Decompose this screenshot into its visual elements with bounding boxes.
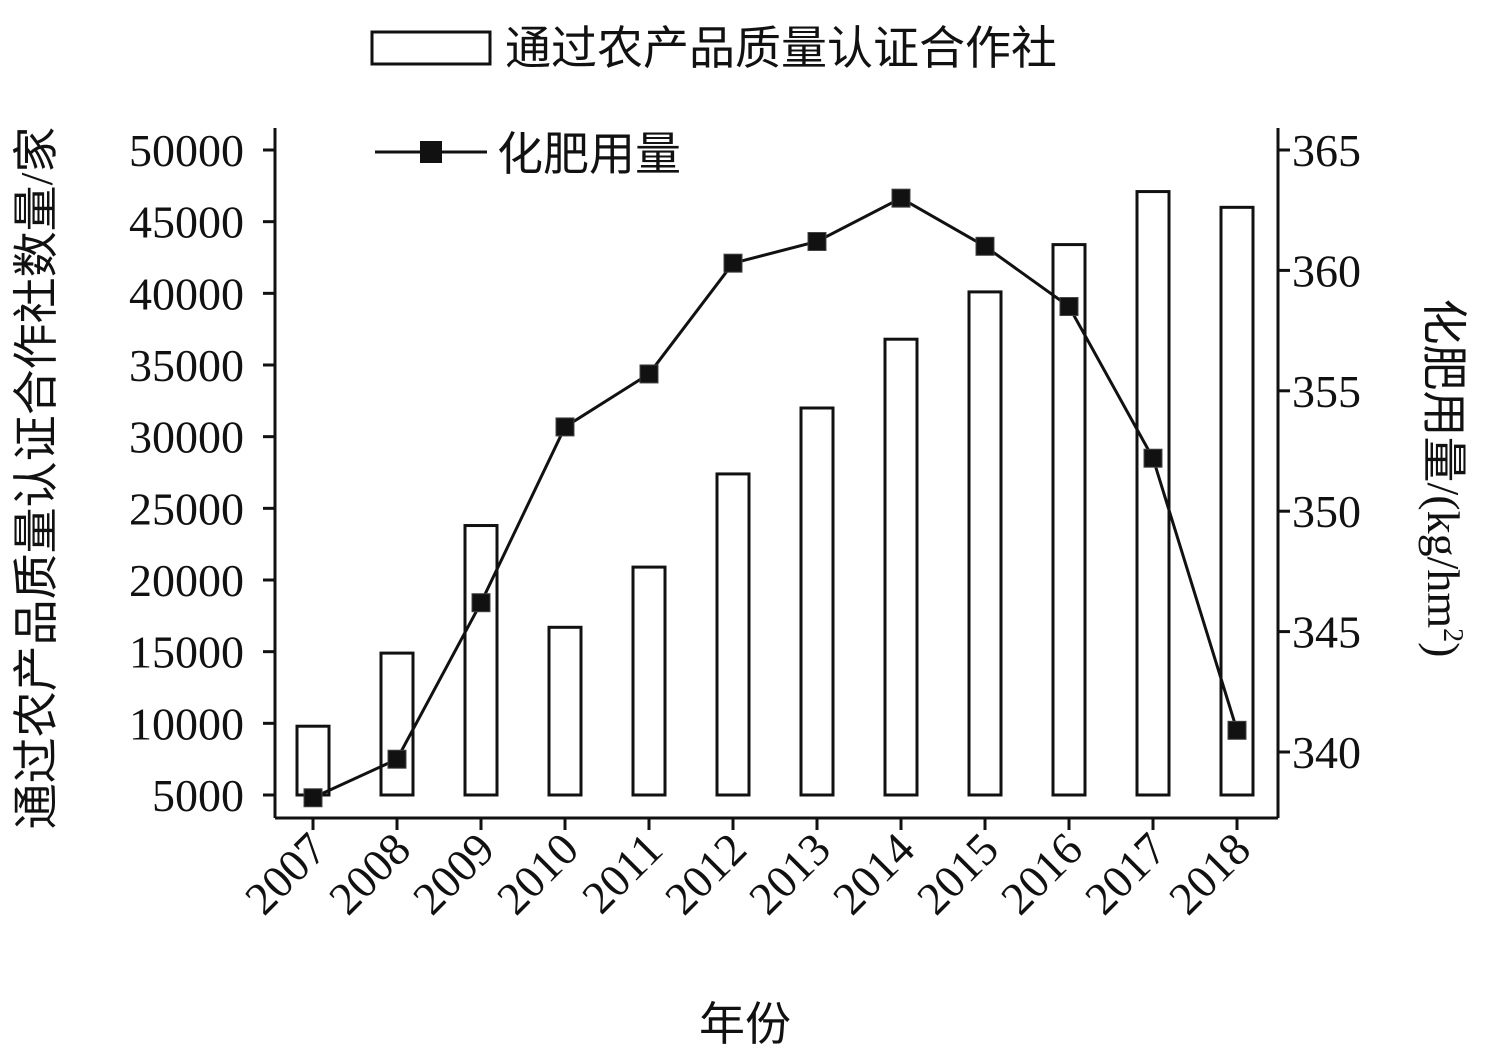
line-series: [303, 188, 1247, 808]
right-tick-label: 350: [1292, 486, 1361, 537]
right-axis-ticks: 340 345 350 355 360 365: [1278, 125, 1361, 778]
line-point-marker: [1059, 297, 1079, 317]
legend-label-line: 化肥用量: [497, 129, 681, 180]
legend-label-bar: 通过农产品质量认证合作社: [505, 23, 1057, 74]
x-tick-label: 2014: [823, 823, 924, 924]
left-tick-label: 40000: [129, 268, 244, 319]
bar: [631, 565, 667, 797]
x-tick-label: 2016: [991, 823, 1092, 924]
line-point-marker: [387, 749, 407, 769]
x-tick-label: 2010: [487, 823, 588, 924]
series-line: [312, 196, 1239, 800]
right-tick-label: 340: [1292, 727, 1361, 778]
bar: [883, 337, 919, 797]
bar: [799, 406, 835, 797]
left-tick-label: 15000: [129, 627, 244, 678]
bar: [967, 290, 1003, 797]
left-tick-label: 35000: [129, 340, 244, 391]
line-point-marker: [639, 364, 659, 384]
bar: [295, 724, 331, 797]
x-tick-label: 2018: [1159, 823, 1260, 924]
x-axis-ticks: 2007200820092010201120122013201420152016…: [235, 818, 1260, 924]
x-axis-title: 年份: [699, 999, 791, 1050]
legend-square-marker: [420, 141, 442, 163]
line-point-marker: [975, 236, 995, 256]
bar-series: [295, 190, 1255, 797]
x-tick-label: 2009: [403, 823, 504, 924]
line-point-marker: [303, 788, 323, 808]
bar: [715, 472, 751, 797]
line-point-marker: [471, 593, 491, 613]
left-tick-label: 5000: [152, 770, 244, 821]
x-tick-label: 2011: [572, 823, 672, 923]
right-tick-label: 360: [1292, 245, 1361, 296]
x-tick-label: 2008: [319, 823, 420, 924]
right-tick-label: 345: [1292, 607, 1361, 658]
bar: [1051, 243, 1087, 797]
x-tick-label: 2015: [907, 823, 1008, 924]
left-axis-ticks: 5000 10000 15000 20000 25000 30000 35000 40000 4…: [129, 125, 275, 821]
bar: [379, 651, 415, 797]
legend: 通过农产品质量认证合作社 化肥用量: [370, 23, 1057, 180]
line-point-marker: [891, 188, 911, 208]
left-tick-label: 25000: [129, 483, 244, 534]
line-point-marker: [1143, 448, 1163, 468]
x-tick-label: 2017: [1075, 823, 1176, 924]
left-tick-label: 20000: [129, 555, 244, 606]
bar: [463, 524, 499, 797]
legend-bar-swatch: [370, 30, 492, 66]
x-tick-label: 2012: [655, 823, 756, 924]
right-tick-label: 355: [1292, 366, 1361, 417]
line-point-marker: [1227, 720, 1247, 740]
right-tick-label: 365: [1292, 125, 1361, 176]
right-axis-title: 化肥用量/(kg/hm2): [1418, 299, 1469, 658]
bar: [1219, 205, 1255, 797]
line-point-marker: [807, 232, 827, 252]
left-tick-label: 45000: [129, 197, 244, 248]
left-tick-label: 50000: [129, 125, 244, 176]
line-point-marker: [723, 253, 743, 273]
x-tick-label: 2013: [739, 823, 840, 924]
left-axis-title: 通过农产品质量认证合作社数量/家: [11, 127, 62, 830]
x-tick-label: 2007: [235, 823, 336, 924]
line-point-marker: [555, 417, 575, 437]
left-tick-label: 10000: [129, 698, 244, 749]
bar: [547, 625, 583, 797]
left-tick-label: 30000: [129, 412, 244, 463]
axes: [273, 128, 1280, 820]
